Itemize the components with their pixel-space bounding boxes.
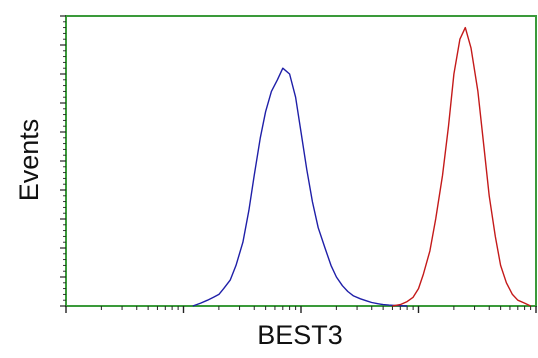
- plot-border: [65, 15, 537, 307]
- axis-ticks: [60, 15, 537, 313]
- series-line: [192, 67, 408, 307]
- x-axis-label: BEST3: [257, 320, 343, 350]
- y-axis-label: Events: [14, 119, 44, 202]
- series-line: [392, 26, 531, 307]
- plot-frame: [65, 15, 537, 307]
- series-2: [392, 26, 531, 307]
- series-layer: [192, 26, 531, 307]
- series-1: [192, 67, 408, 307]
